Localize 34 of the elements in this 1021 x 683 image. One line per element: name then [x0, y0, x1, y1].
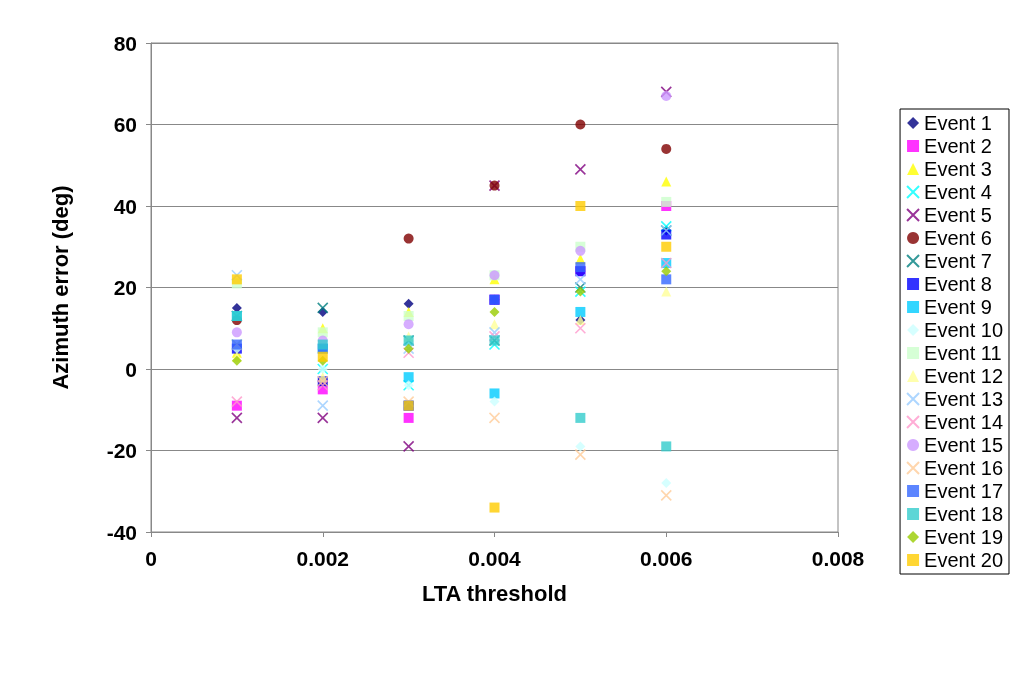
y-axis-title: Azimuth error (deg)	[47, 185, 73, 390]
legend-label: Event 20	[924, 549, 1004, 571]
x-tick-label: 0.008	[811, 547, 865, 570]
legend-label: Event 19	[924, 526, 1004, 548]
legend-label: Event 6	[924, 227, 992, 249]
x-tick-label: 0.002	[296, 547, 350, 570]
y-tick-label: 40	[113, 194, 137, 218]
y-tick-label: 80	[113, 31, 137, 55]
x-tick-label: 0	[145, 547, 157, 570]
x-tick-label: 0.004	[468, 547, 522, 570]
legend-label: Event 2	[924, 135, 992, 157]
legend-label: Event 7	[924, 250, 992, 272]
y-tick-label: -40	[106, 520, 137, 544]
x-tick-label: 0.006	[639, 547, 693, 570]
legend-label: Event 3	[924, 158, 992, 180]
y-tick-label: 60	[113, 113, 137, 136]
legend-label: Event 17	[924, 480, 1004, 502]
legend-label: Event 16	[924, 457, 1004, 479]
y-tick-label: 0	[125, 357, 137, 381]
legend-label: Event 15	[924, 434, 1004, 456]
legend-label: Event 5	[924, 204, 992, 226]
legend-label: Event 12	[924, 365, 1004, 387]
legend-label: Event 1	[924, 112, 992, 134]
y-tick-label: -20	[106, 439, 137, 462]
y-tick-label: 20	[113, 276, 137, 299]
legend-label: Event 13	[924, 388, 1004, 410]
legend-label: Event 9	[924, 296, 992, 318]
legend-label: Event 10	[924, 319, 1004, 341]
legend-label: Event 8	[924, 273, 992, 295]
legend-label: Event 14	[924, 411, 1004, 433]
x-axis-title: LTA threshold	[421, 580, 568, 606]
legend-label: Event 11	[924, 342, 1002, 364]
legend-label: Event 4	[924, 181, 992, 203]
legend-label: Event 18	[924, 503, 1004, 525]
